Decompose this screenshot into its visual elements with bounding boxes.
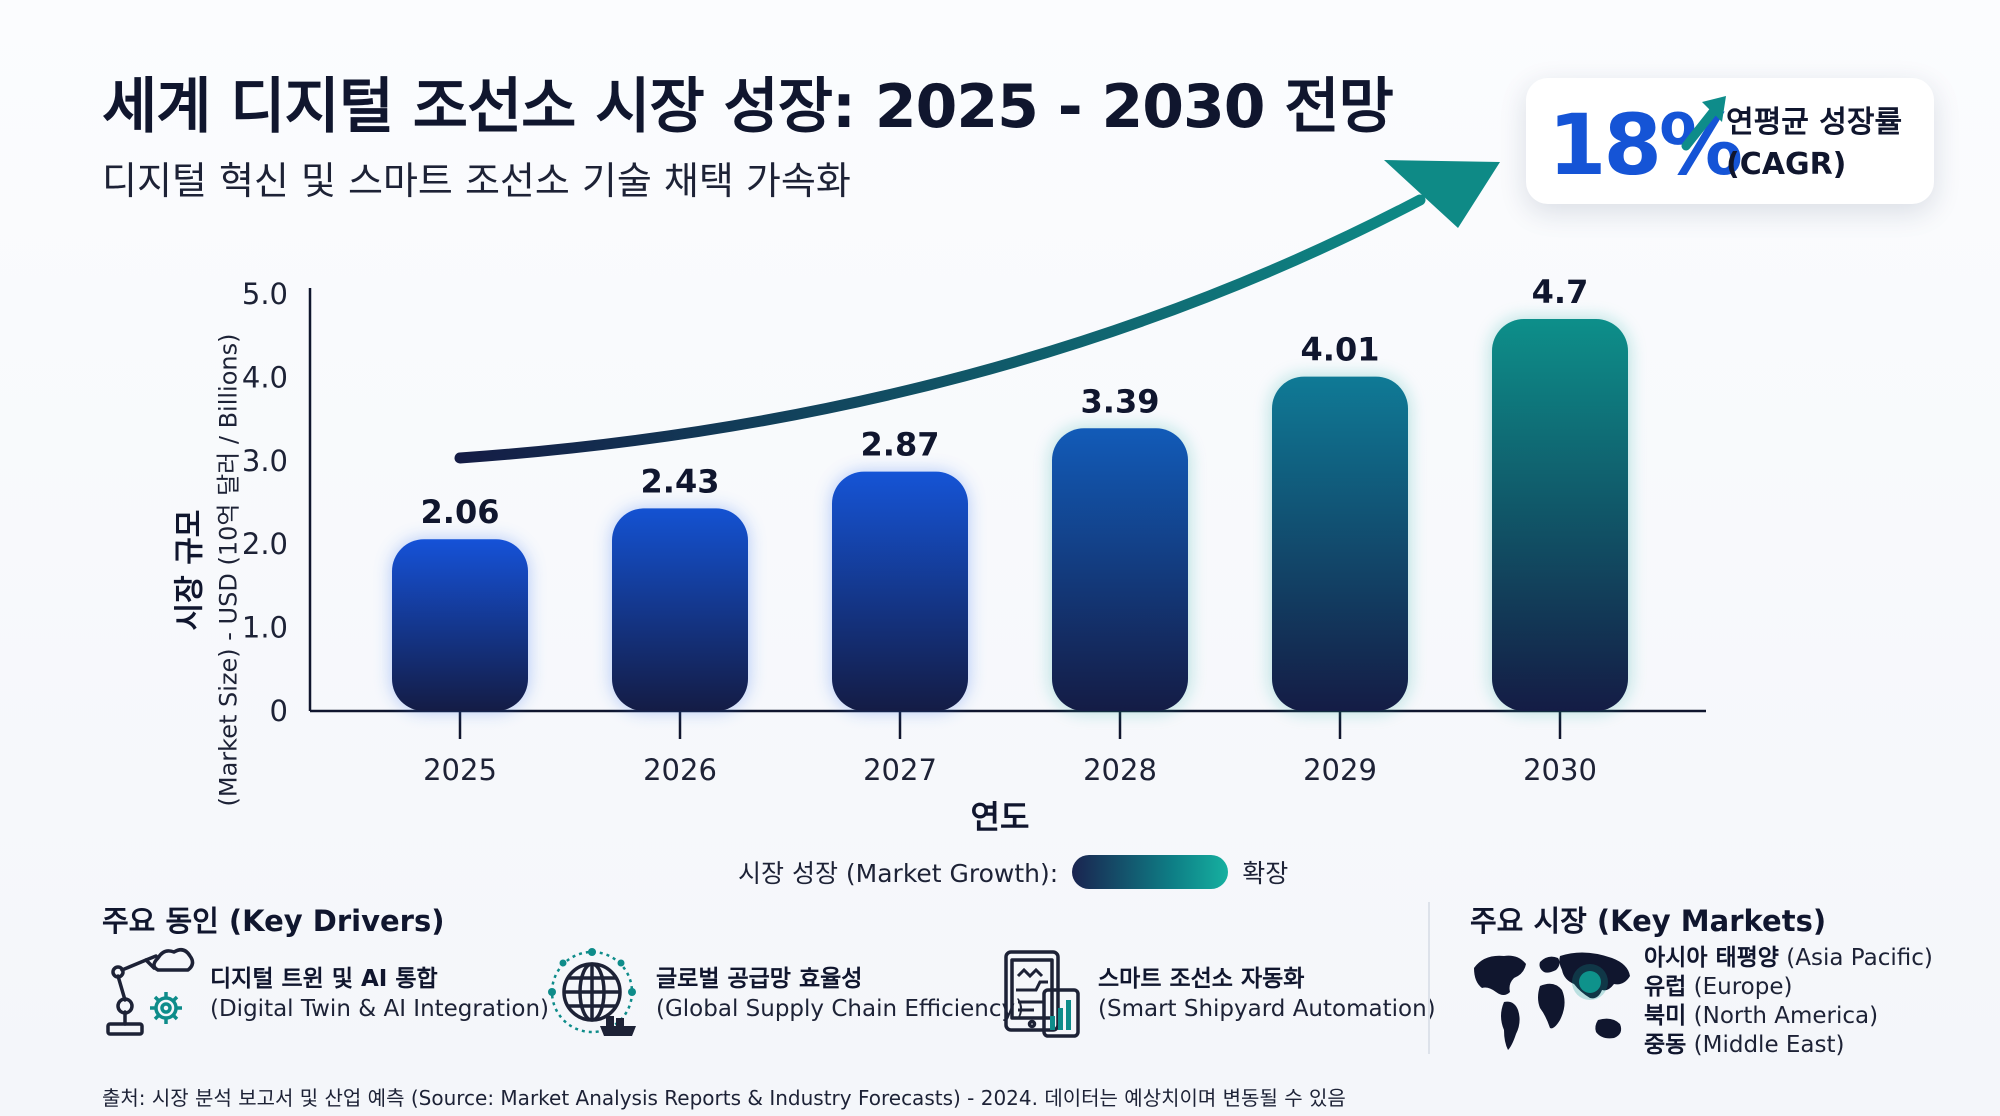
driver-label-en: (Global Supply Chain Efficiency) [656,996,1025,1022]
x-tick-label: 2027 [863,753,937,787]
legend: 시장 성장 (Market Growth): 확장 [738,854,1288,890]
y-tick-label: 2.0 [242,527,288,561]
market-item: 북미 (North America) [1644,1002,1933,1031]
market-label-ko: 중동 [1644,1032,1687,1058]
cagr-card: 18% 연평균 성장률 (CAGR) [1526,78,1934,204]
x-tick-label: 2030 [1523,753,1597,787]
source-note: 출처: 시장 분석 보고서 및 산업 예측 (Source: Market An… [102,1086,1346,1110]
market-label-ko: 유럽 [1644,974,1687,1000]
data-label: 3.39 [1081,382,1160,420]
y-tick-label: 3.0 [242,444,288,478]
drivers-title: 주요 동인 (Key Drivers) [102,904,445,938]
cagr-label-line1: 연평균 성장률 [1726,105,1903,140]
robot-arm-icon [106,948,195,1036]
driver-item-digital-twin: 디지털 트윈 및 AI 통합 (Digital Twin & AI Integr… [100,946,549,1042]
market-item: 유럽 (Europe) [1644,973,1933,1002]
bar-2029 [1272,376,1408,711]
legend-end-label: 확장 [1242,859,1289,888]
driver-label-ko: 글로벌 공급망 효율성 [656,966,863,992]
tablet-dashboard-icon [1004,950,1080,1038]
bar-2027 [832,471,968,711]
cagr-label-line2: (CAGR) [1726,147,1847,182]
driver-item-automation: 스마트 조선소 자동화 (Smart Shipyard Automation) [1000,946,1436,1042]
market-item: 중동 (Middle East) [1644,1031,1933,1060]
data-label: 2.06 [421,493,500,531]
world-map-icon [1474,952,1630,1050]
bar-chart: 0 1.0 2.0 3.0 4.0 5.0 2025 2026 2027 2028 2029 2030… [242,160,1706,787]
markets-list: 아시아 태평양 (Asia Pacific) 유럽 (Europe) 북미 (N… [1644,944,1933,1060]
x-tick-label: 2029 [1303,753,1377,787]
x-tick-label: 2026 [643,753,717,787]
x-axis-title: 연도 [970,798,1030,836]
market-label-en: (Asia Pacific) [1786,945,1933,971]
data-label: 4.01 [1301,331,1380,369]
driver-label-en: (Smart Shipyard Automation) [1098,996,1436,1022]
growth-trend-arrow [454,160,1500,464]
bar-2026 [612,508,748,711]
y-tick-label: 5.0 [242,277,288,311]
x-tick-label: 2025 [423,753,497,787]
y-axis-title-main: 시장 규모 [172,509,208,631]
driver-label-ko: 디지털 트윈 및 AI 통합 [210,966,438,992]
market-item: 아시아 태평양 (Asia Pacific) [1644,944,1933,973]
data-label: 2.87 [861,426,940,464]
legend-label: 시장 성장 (Market Growth): [738,859,1059,888]
driver-label-ko: 스마트 조선소 자동화 [1098,966,1305,992]
bar-2025 [392,539,528,711]
growth-arrow-icon [1681,96,1726,151]
market-label-ko: 아시아 태평양 [1644,945,1779,971]
markets-title: 주요 시장 (Key Markets) [1470,904,1827,938]
y-axis-title: 시장 규모 (Market Size) - USD (10억 달러 / Bill… [165,334,244,807]
market-label-en: (Europe) [1693,974,1793,1000]
x-tick-label: 2028 [1083,753,1157,787]
y-axis-title-sub: (Market Size) - USD (10억 달러 / Billions) [214,333,243,807]
globe-network-icon [548,948,636,1036]
market-label-en: (North America) [1693,1003,1879,1029]
legend-gradient-swatch [1072,855,1229,889]
y-tick-label: 4.0 [242,360,288,394]
market-label-ko: 북미 [1644,1003,1687,1029]
driver-label-en: (Digital Twin & AI Integration) [210,996,549,1022]
bar-2028 [1052,428,1188,711]
cagr-label: 연평균 성장률 (CAGR) [1726,102,1902,186]
page-subtitle: 디지털 혁신 및 스마트 조선소 기술 채택 가속화 [102,159,851,203]
page-title: 세계 디지털 조선소 시장 성장: 2025 - 2030 전망 [102,72,1394,142]
data-label: 2.43 [641,462,720,500]
section-divider [1428,902,1430,1054]
bar-2030 [1492,319,1628,711]
y-tick-label: 0 [270,694,288,728]
y-tick-label: 1.0 [242,611,288,645]
driver-item-supply-chain: 글로벌 공급망 효율성 (Global Supply Chain Efficie… [546,946,1024,1042]
data-label: 4.7 [1532,273,1589,311]
market-label-en: (Middle East) [1693,1032,1845,1058]
